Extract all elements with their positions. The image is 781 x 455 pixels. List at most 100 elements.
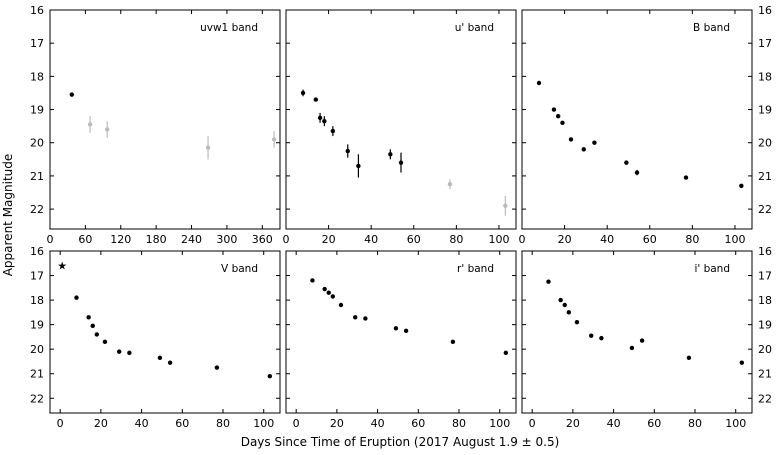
data-point <box>167 360 173 365</box>
data-point <box>317 115 323 121</box>
data-point <box>363 316 368 321</box>
y-tick-label: 18 <box>758 70 772 83</box>
data-point <box>345 148 350 154</box>
y-tick-label: 22 <box>758 203 772 216</box>
data-point <box>127 350 132 356</box>
panel-frame <box>521 250 753 414</box>
y-tick-label: 16 <box>30 245 44 258</box>
data-point <box>313 97 319 102</box>
data-point <box>86 315 91 320</box>
band-label: i' band <box>694 263 730 275</box>
y-tick-label: 16 <box>758 245 772 258</box>
data-point <box>94 332 100 337</box>
y-tick-label: 21 <box>30 170 44 183</box>
x-tick-label: 80 <box>452 417 466 430</box>
y-tick-label: 18 <box>758 294 772 307</box>
x-tick-label: 20 <box>566 417 580 430</box>
data-point <box>105 127 110 132</box>
data-point <box>322 118 327 124</box>
data-point <box>450 339 456 345</box>
y-tick-label: 16 <box>30 4 44 17</box>
data-point <box>356 163 361 169</box>
data-point <box>592 140 597 145</box>
data-point <box>639 338 645 343</box>
data-point <box>117 349 122 354</box>
x-tick-label: 80 <box>685 233 699 246</box>
data-point <box>353 315 358 320</box>
y-tick-label: 20 <box>30 343 44 356</box>
data-point <box>393 326 399 331</box>
data-point <box>566 310 572 315</box>
data-point <box>87 122 93 127</box>
panel-frame <box>285 9 517 230</box>
x-tick-label: 300 <box>216 233 237 246</box>
x-tick-label: 40 <box>135 417 149 430</box>
y-tick-label: 21 <box>758 368 772 381</box>
panel-frame <box>49 250 281 414</box>
band-label: u' band <box>455 22 494 34</box>
panel-3: 16 17 18 19 20 21 22 0 20 40 60 80 100 B band <box>519 4 773 246</box>
y-tick-label: 17 <box>30 270 44 283</box>
y-tick-label: 21 <box>30 368 44 381</box>
y-axis-label: Apparent Magnitude <box>1 154 15 277</box>
x-tick-label: 0 <box>293 417 300 430</box>
x-tick-label: 100 <box>253 417 274 430</box>
y-tick-label: 19 <box>758 104 772 117</box>
data-point <box>536 80 542 86</box>
data-point <box>589 333 594 338</box>
data-point <box>503 350 509 356</box>
y-tick-label: 19 <box>30 319 44 332</box>
y-tick-label: 20 <box>758 137 772 150</box>
x-tick-label: 40 <box>364 233 378 246</box>
data-point <box>322 286 327 292</box>
data-point <box>562 302 567 308</box>
data-point <box>388 152 393 157</box>
panel-4: 16 17 18 19 20 21 22 0 20 40 60 80 100 V band ★ <box>30 245 281 430</box>
band-label: r' band <box>457 263 494 275</box>
x-tick-label: 100 <box>725 417 746 430</box>
x-tick-label: 80 <box>216 417 230 430</box>
data-point <box>205 145 211 150</box>
x-axis-label: Days Since Time of Eruption (2017 August… <box>241 435 560 449</box>
data-point <box>90 323 95 329</box>
panel-frame <box>49 9 281 230</box>
panel-frame <box>521 9 753 230</box>
band-label: V band <box>221 263 258 275</box>
y-tick-label: 22 <box>30 203 44 216</box>
data-point <box>558 297 563 303</box>
y-tick-label: 22 <box>758 392 772 405</box>
y-tick-label: 19 <box>758 319 772 332</box>
panel-1: 16 17 18 19 20 21 22 0 60 120 180 240 300 360 uvw1 ban… <box>30 4 281 246</box>
x-tick-label: 0 <box>529 417 536 430</box>
x-tick-label: 80 <box>688 417 702 430</box>
data-point <box>503 203 508 208</box>
data-point <box>338 302 344 308</box>
eruption-star-marker: ★ <box>57 260 67 273</box>
x-tick-label: 20 <box>558 233 572 246</box>
panel-5: 0 20 40 60 80 100 r' band <box>285 250 517 430</box>
x-tick-label: 0 <box>283 233 290 246</box>
data-point <box>310 278 315 283</box>
panel-2: 0 20 40 60 80 100 u' band <box>283 9 517 246</box>
x-tick-label: 360 <box>252 233 273 246</box>
data-point <box>556 113 561 119</box>
data-point <box>686 355 692 360</box>
data-point <box>447 182 453 187</box>
y-tick-label: 22 <box>30 392 44 405</box>
y-tick-label: 20 <box>30 137 44 150</box>
x-tick-label: 60 <box>175 417 189 430</box>
x-tick-label: 20 <box>94 417 108 430</box>
x-tick-label: 0 <box>519 233 526 246</box>
x-tick-label: 60 <box>407 233 421 246</box>
band-label: uvw1 band <box>200 22 258 34</box>
data-point <box>267 373 273 379</box>
y-tick-label: 17 <box>758 270 772 283</box>
y-tick-label: 16 <box>758 4 772 17</box>
x-tick-label: 60 <box>78 233 92 246</box>
data-point <box>326 290 331 295</box>
y-tick-label: 19 <box>30 104 44 117</box>
data-point <box>568 137 574 142</box>
x-tick-label: 0 <box>57 417 64 430</box>
